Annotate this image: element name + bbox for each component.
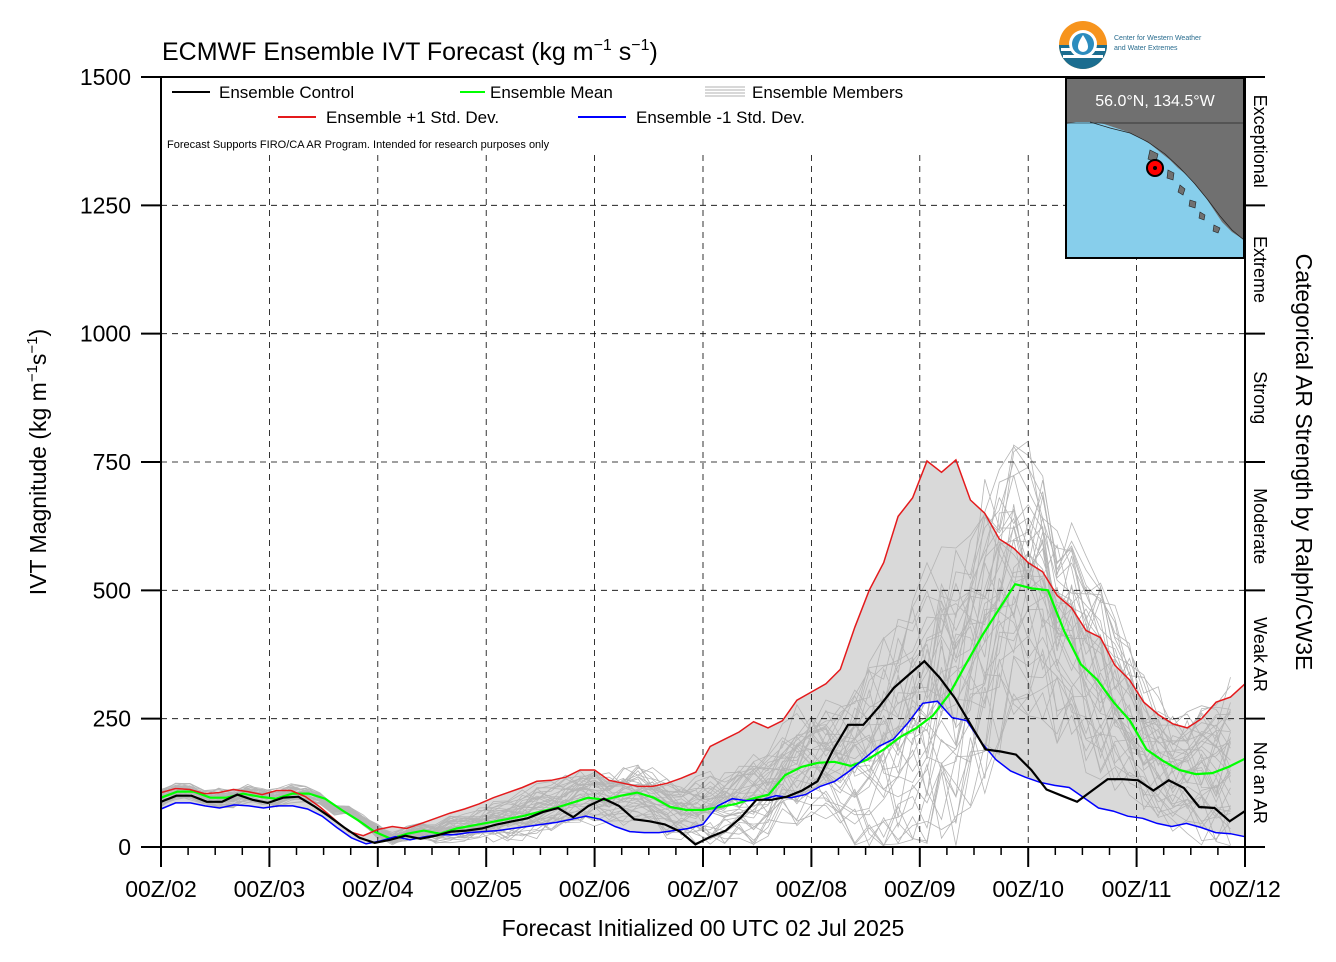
- category-label: Moderate: [1250, 488, 1270, 564]
- ylabel-exponent-2: −1: [24, 336, 41, 353]
- x-tick-label: 00Z/04: [342, 876, 414, 902]
- ylabel-exponent-1: −1: [24, 365, 41, 382]
- y-tick-label: 750: [93, 449, 131, 475]
- grid-lines: [161, 155, 1245, 847]
- ensemble-member-line: [160, 608, 1231, 841]
- x-tick-label: 00Z/12: [1209, 876, 1281, 902]
- category-label: Strong: [1250, 371, 1270, 424]
- x-tick-label: 00Z/02: [125, 876, 197, 902]
- x-tick-label: 00Z/09: [884, 876, 956, 902]
- title-text: ECMWF Ensemble IVT Forecast (kg m: [162, 38, 594, 66]
- title-exponent-1: −1: [594, 37, 612, 54]
- legend-label-members: Ensemble Members: [752, 83, 903, 102]
- title-mid: s: [612, 38, 631, 66]
- x-tick-label: 00Z/03: [234, 876, 306, 902]
- std-dev-spread-fill: [161, 459, 1245, 844]
- y-tick-label: 0: [118, 834, 131, 860]
- inset-coastline: [1089, 121, 1245, 241]
- x-tick-label: 00Z/11: [1102, 876, 1172, 902]
- legend: Ensemble Control Ensemble Mean Ensemble …: [167, 83, 903, 151]
- legend-swatch-members: [705, 86, 745, 97]
- axes: 0 250 500 750 1000 1250 1500 00Z/02 00Z/03 00Z/04…: [80, 64, 1281, 902]
- series-group: [160, 458, 1246, 846]
- series-ensemble-control: [160, 659, 1246, 846]
- title-end: ): [650, 38, 658, 66]
- series-ensemble-1-std-dev-: [160, 700, 1246, 845]
- x-axis-label: Forecast Initialized 00 UTC 02 Jul 2025: [502, 915, 905, 941]
- ylabel-text: IVT Magnitude (kg m: [25, 382, 51, 595]
- x-tick-label: 00Z/06: [559, 876, 631, 902]
- series-ensemble-mean: [160, 582, 1246, 840]
- x-tick-label: 00Z/07: [667, 876, 739, 902]
- category-label: Not an AR: [1250, 742, 1270, 824]
- legend-label-mean: Ensemble Mean: [490, 83, 613, 102]
- y-tick-label: 1000: [80, 321, 131, 347]
- inset-land: [1066, 78, 1244, 240]
- ensemble-member-line: [160, 460, 1231, 835]
- ylabel-end: ): [25, 329, 51, 337]
- y-tick-label: 1500: [80, 64, 131, 90]
- y-tick-label: 250: [93, 706, 131, 732]
- y-tick-label: 1250: [80, 192, 131, 218]
- x-tick-label: 00Z/08: [776, 876, 848, 902]
- x-tick-label: 00Z/05: [450, 876, 522, 902]
- inset-map: 56.0°N, 134.5°W: [1065, 77, 1245, 259]
- inset-location-label: 56.0°N, 134.5°W: [1095, 93, 1215, 110]
- category-label: Weak AR: [1250, 617, 1270, 692]
- logo-line-1: Center for Western Weather: [1114, 35, 1202, 42]
- research-note: Forecast Supports FIRO/CA AR Program. In…: [167, 139, 550, 151]
- ensemble-members: [160, 440, 1231, 847]
- y-axis-label: IVT Magnitude (kg m−1s−1): [24, 329, 51, 595]
- logo-line-2: and Water Extremes: [1114, 45, 1178, 52]
- legend-label-plus-std: Ensemble +1 Std. Dev.: [326, 108, 499, 127]
- ylabel-mid: s: [25, 354, 51, 366]
- cw3e-logo: Center for Western Weather and Water Ext…: [1059, 21, 1202, 69]
- ensemble-member-line: [160, 653, 1231, 847]
- ensemble-member-line: [160, 550, 1231, 838]
- title-exponent-2: −1: [631, 37, 649, 54]
- x-tick-label: 00Z/10: [992, 876, 1064, 902]
- legend-label-minus-std: Ensemble -1 Std. Dev.: [636, 108, 805, 127]
- ensemble-member-line: [160, 610, 1231, 843]
- category-label: Extreme: [1250, 236, 1270, 303]
- chart-title: ECMWF Ensemble IVT Forecast (kg m−1 s−1): [162, 37, 658, 66]
- y-tick-label: 500: [93, 577, 131, 603]
- category-label: Exceptional: [1250, 95, 1270, 188]
- legend-label-control: Ensemble Control: [219, 83, 354, 102]
- right-axis-label: Categorical AR Strength by Ralph/CW3E: [1291, 254, 1317, 671]
- inset-islands: [1147, 149, 1221, 234]
